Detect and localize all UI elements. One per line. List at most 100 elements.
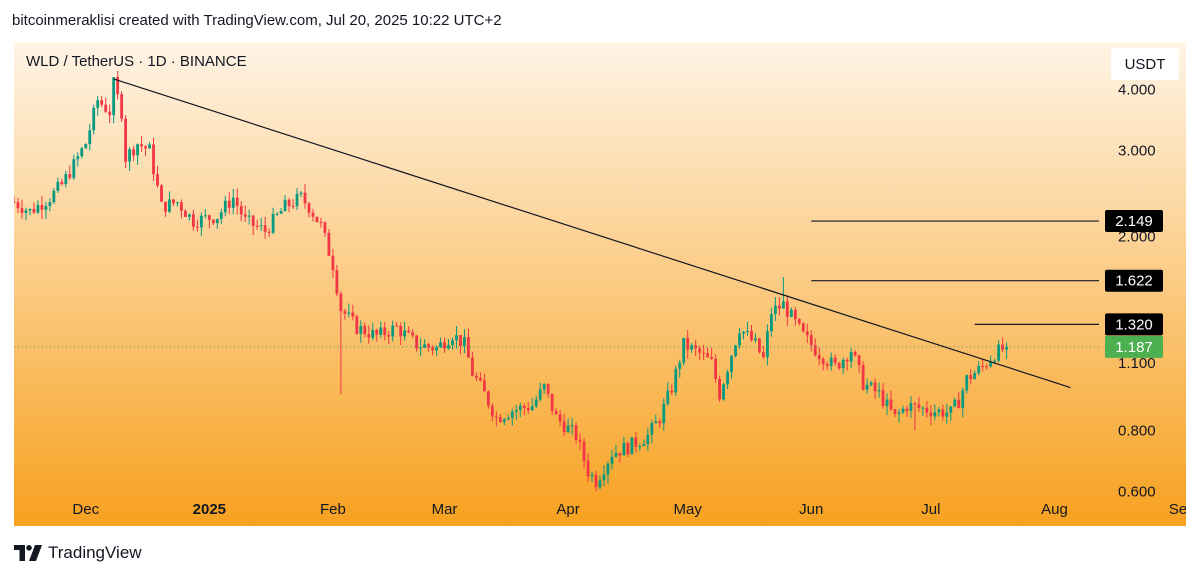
candle-body [467,337,470,358]
candle-body [275,213,279,215]
candle-body [929,412,933,417]
currency-badge[interactable] [1111,48,1179,80]
candle-body [28,208,32,211]
x-axis[interactable]: Dec 2025 Feb Mar Apr May Jun Jul Aug Se [72,501,1186,518]
candle-body [526,408,530,411]
x-tick-label: Apr [556,501,579,518]
candle-body [243,214,247,217]
candle-body [72,159,76,178]
tradingview-footer[interactable]: TradingView [14,541,142,565]
candle-body [562,421,566,433]
candle-body [646,434,650,445]
candle-body [877,390,881,392]
candle-body [893,409,897,414]
candle-body [443,342,446,349]
candle-body [534,399,538,407]
candle-body [415,335,419,349]
candle-body [486,391,490,406]
currency-label: USDT [1125,56,1166,73]
candle-body [323,222,327,233]
candle-body [88,130,92,145]
candle-body [925,407,929,413]
candle-body [287,199,291,207]
last-price-label-bg [1105,335,1163,358]
candle-body [411,332,415,336]
candle-body [841,359,845,369]
trendline [113,78,1071,389]
chart-frame[interactable]: 4.000 3.000 2.000 1.100 0.800 0.600 2.149 1.622… [14,42,1186,526]
candle-body [494,416,498,418]
candle-body [423,344,426,348]
candle-body [379,327,383,335]
candle-body [120,94,124,119]
candle-body [682,337,686,363]
candle-body [706,353,710,358]
candle-body [24,210,28,213]
candle-body [853,352,857,356]
candle-body [965,375,969,391]
candle-body [961,390,965,409]
candle-body [506,417,510,420]
candle-body [969,375,973,380]
candle-body [76,156,80,160]
candle-body [439,342,442,348]
candle-body [825,364,829,366]
price-chart[interactable]: 4.000 3.000 2.000 1.100 0.800 0.600 2.149 1.622… [14,42,1186,526]
candle-body [981,365,985,367]
candle-body [363,325,367,335]
candle-body [742,331,745,334]
candle-body [510,411,514,418]
candle-body [758,338,761,353]
last-price-label: 1.187 [1115,339,1153,356]
candle-body [431,347,434,351]
candle-body [873,382,877,392]
price-level-label-bg [1105,269,1163,292]
chart-header-credit: bitcoinmeraklisi created with TradingVie… [12,12,502,29]
overlay-layer [14,78,1099,389]
candle-body [522,405,526,409]
x-tick-label: Feb [320,501,346,518]
candle-body [188,214,191,217]
candle-body [195,226,199,228]
candle-body [610,456,614,464]
candle-body [108,111,112,116]
candle-body [227,200,231,208]
candle-body [686,337,690,350]
candle-body [279,211,283,214]
candle-body [642,444,646,447]
candle-body [869,382,873,385]
candle-body [833,357,837,364]
candle-body [845,359,849,362]
x-tick-label: Se [1169,501,1186,518]
tradingview-logo-icon [14,545,42,561]
y-tick-label: 0.600 [1118,484,1156,501]
candle-body [570,425,574,427]
candle-body [371,329,375,338]
candle-body [327,232,331,256]
candle-body [303,192,307,204]
candle-body [638,446,642,448]
candle-body [331,255,335,271]
candle-body [80,148,84,157]
candle-body [770,314,773,332]
candle-body [650,423,654,435]
candle-body [247,215,251,217]
candle-body [738,333,741,346]
y-axis[interactable]: 4.000 3.000 2.000 1.100 0.800 0.600 2.149 1.622… [1105,81,1163,501]
candle-body [821,359,825,365]
candle-body [100,100,104,105]
candle-body [714,358,718,380]
candle-body [881,390,885,406]
candle-body [781,301,785,309]
candle-body [805,331,809,336]
x-tick-label: Jun [799,501,823,518]
candle-body [722,384,725,400]
candle-body [861,365,865,390]
candle-body [463,337,466,347]
candle-body [184,210,187,217]
candle-body [518,405,522,410]
y-tick-label: 0.800 [1118,423,1156,440]
candle-body [997,344,1001,361]
candle-body [977,365,981,374]
x-tick-label: Mar [432,501,458,518]
